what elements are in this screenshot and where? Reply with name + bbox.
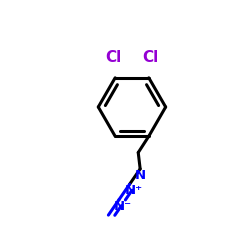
Text: N: N [135,169,146,182]
Text: Cl: Cl [142,50,159,65]
Text: Cl: Cl [105,50,121,65]
Text: N⁺: N⁺ [124,184,142,198]
Text: N⁻: N⁻ [114,200,132,213]
